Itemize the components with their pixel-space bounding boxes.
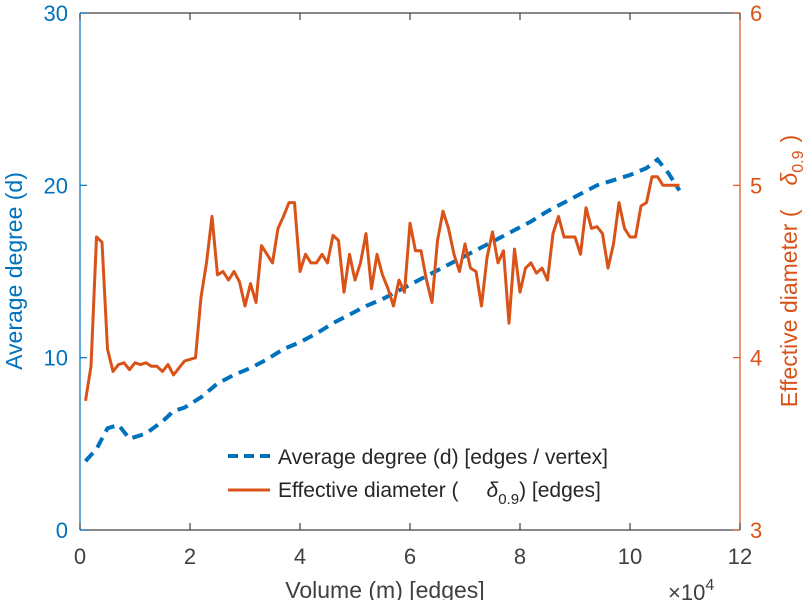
y-right-tick-label: 6 (750, 1, 762, 26)
y-left-tick-label: 20 (44, 173, 68, 198)
x-tick-label: 8 (514, 544, 526, 569)
y-left-tick-label: 10 (44, 346, 68, 371)
x-tick-label: 4 (294, 544, 306, 569)
x-tick-label: 12 (728, 544, 752, 569)
y-left-tick-label: 30 (44, 1, 68, 26)
y-right-label-symbol: δ (776, 172, 802, 185)
y-right-tick-label: 3 (750, 518, 762, 543)
y-left-axis-label: Average degree (d) (1, 172, 27, 370)
series-line-average-degree (84, 156, 682, 463)
y-right-label-suffix: ) (776, 135, 802, 143)
y-right-axis-label: Effective diameter ( δ0.9) (776, 135, 807, 407)
x-ticks: 0 2 4 6 8 10 12 (74, 13, 752, 569)
x-tick-label: 10 (618, 544, 642, 569)
legend-label-symbol: δ (487, 479, 499, 502)
y-right-ticks: 3 4 5 6 (733, 1, 762, 543)
y-right-label-sub: 0.9 (790, 150, 807, 172)
series-line-effective-diameter (84, 175, 680, 402)
legend-label-average-degree: Average degree (d) [edges / vertex] (278, 446, 608, 469)
y-right-tick-label: 5 (750, 173, 762, 198)
x-exponent-power: 4 (705, 577, 714, 594)
legend-label-effective-diameter: Effective diameter ( δ0.9) [edges] (278, 479, 601, 508)
legend-label-sub: 0.9 (498, 491, 519, 508)
legend-label-prefix: Effective diameter ( (278, 479, 459, 502)
y-right-tick-label: 4 (750, 346, 762, 371)
legend-label-suffix: ) [edges] (519, 479, 601, 502)
legend: Average degree (d) [edges / vertex] Effe… (228, 446, 608, 508)
y-left-tick-label: 0 (56, 518, 68, 543)
y-right-label-prefix: Effective diameter ( (776, 209, 802, 407)
y-left-ticks: 0 10 20 30 (44, 1, 87, 543)
x-tick-label: 2 (184, 544, 196, 569)
series-layer (84, 156, 682, 463)
x-exponent-label: ×104 (668, 577, 714, 600)
x-axis-label: Volume (m) [edges] (285, 577, 484, 600)
x-tick-label: 6 (404, 544, 416, 569)
x-exponent-base: ×10 (668, 580, 705, 600)
x-tick-label: 0 (74, 544, 86, 569)
